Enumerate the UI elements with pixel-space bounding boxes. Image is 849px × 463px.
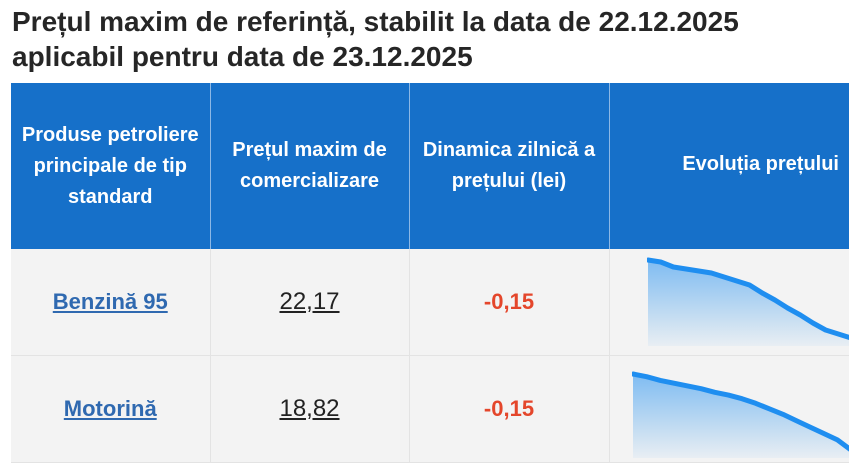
sparkline-area — [648, 260, 849, 346]
header-products: Produse petroliere principale de tip sta… — [11, 83, 210, 249]
product-link-benzina-95[interactable]: Benzină 95 — [53, 289, 168, 314]
price-table: Produse petroliere principale de tip sta… — [11, 83, 849, 463]
header-max-price: Prețul maxim de comercializare — [210, 83, 409, 249]
table-header-row: Produse petroliere principale de tip sta… — [11, 83, 849, 249]
price-cell: 22,17 — [210, 249, 409, 356]
price-trend-sparkline — [647, 256, 849, 346]
table-row: Motorină 18,82 -0,15 — [11, 356, 849, 463]
sparkline-cell — [609, 249, 849, 356]
title-line-2: aplicabil pentru data de 23.12.2025 — [12, 41, 473, 72]
sparkline-area — [633, 374, 849, 458]
header-price-evolution: Evoluția prețului — [609, 83, 849, 249]
header-daily-change: Dinamica zilnică a prețului (lei) — [409, 83, 609, 249]
price-value[interactable]: 18,82 — [279, 395, 339, 422]
price-cell: 18,82 — [210, 356, 409, 463]
product-link-motorina[interactable]: Motorină — [64, 396, 157, 421]
sparkline-cell — [609, 356, 849, 463]
daily-change-value: -0,15 — [484, 289, 534, 314]
price-trend-sparkline — [632, 370, 849, 458]
delta-cell: -0,15 — [409, 249, 609, 356]
title-line-1: Prețul maxim de referință, stabilit la d… — [12, 6, 739, 37]
daily-change-value: -0,15 — [484, 396, 534, 421]
delta-cell: -0,15 — [409, 356, 609, 463]
product-cell: Benzină 95 — [11, 249, 210, 356]
page-title: Prețul maxim de referință, stabilit la d… — [12, 4, 842, 74]
price-value[interactable]: 22,17 — [279, 288, 339, 315]
product-cell: Motorină — [11, 356, 210, 463]
table-row: Benzină 95 22,17 -0,15 — [11, 249, 849, 356]
